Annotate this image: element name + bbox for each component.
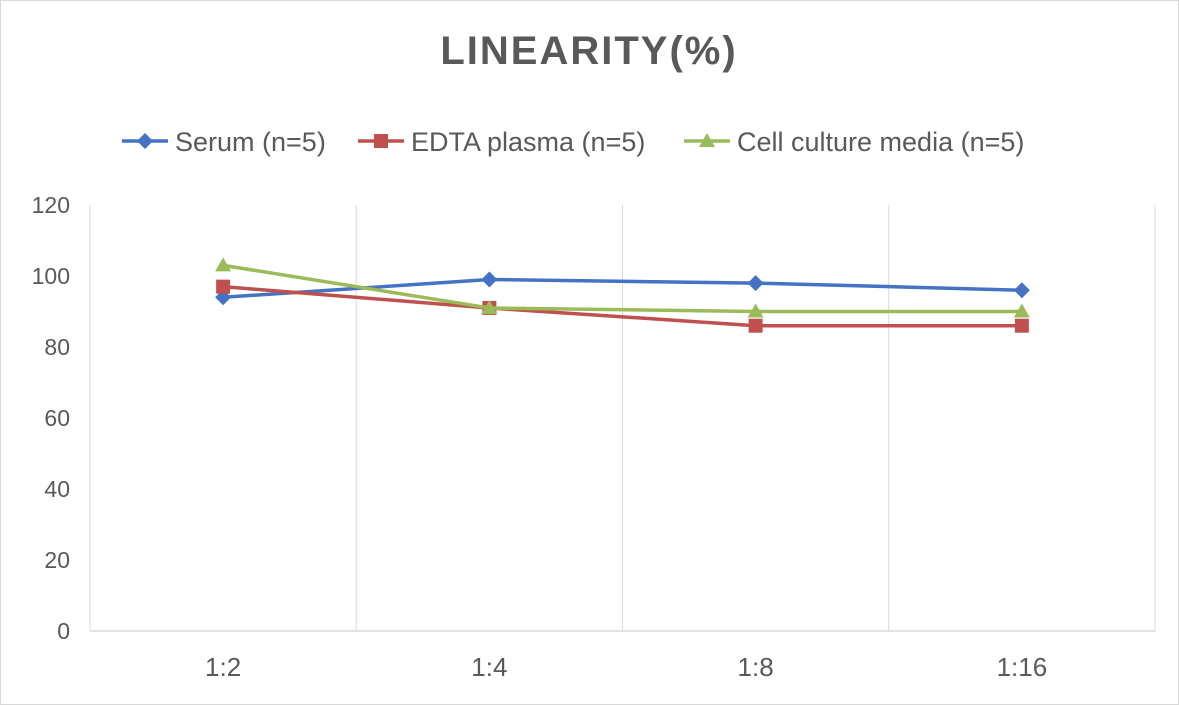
data-point-triangle (747, 303, 764, 318)
x-tick-label: 1:16 (997, 652, 1048, 682)
data-point-square (748, 318, 763, 333)
x-axis: 1:2 1:4 1:8 1:16 (205, 652, 1047, 682)
series-group (215, 257, 1030, 333)
data-point-diamond (747, 275, 764, 292)
series-line (223, 277, 1022, 300)
chart-title: LINEARITY(%) (440, 29, 737, 73)
series-line (222, 284, 1022, 328)
series-line (222, 263, 1022, 314)
y-tick-label: 80 (44, 334, 70, 360)
legend-label: EDTA plasma (n=5) (411, 127, 645, 157)
y-tick-label: 20 (44, 547, 70, 573)
data-point-square (216, 279, 231, 294)
data-point-diamond (481, 271, 498, 288)
data-point-triangle (1013, 303, 1030, 318)
y-tick-label: 120 (32, 192, 70, 218)
x-tick-label: 1:2 (205, 652, 241, 682)
data-point-diamond (1013, 282, 1030, 299)
x-tick-label: 1:4 (471, 652, 507, 682)
data-point-triangle (215, 257, 232, 272)
data-point-square (1014, 318, 1029, 333)
legend-label: Cell culture media (n=5) (737, 127, 1024, 157)
legend-marker-square (374, 134, 388, 148)
x-tick-label: 1:8 (738, 652, 774, 682)
legend-label: Serum (n=5) (175, 127, 326, 157)
y-axis: 0 20 40 60 80 100 120 (32, 192, 70, 644)
legend-item: EDTA plasma (n=5) (358, 127, 645, 157)
y-tick-label: 100 (32, 263, 70, 289)
legend: Serum (n=5) EDTA plasma (n=5) Cell culture… (122, 127, 1024, 157)
legend-item: Cell culture media (n=5) (684, 127, 1024, 157)
y-tick-label: 0 (57, 618, 70, 644)
legend-marker-diamond (137, 133, 153, 149)
series-2 (215, 257, 1030, 318)
y-tick-label: 40 (44, 476, 70, 502)
data-point-triangle (481, 299, 498, 314)
legend-item: Serum (n=5) (122, 127, 326, 157)
legend-marker-triangle (699, 133, 715, 147)
y-tick-label: 60 (44, 405, 70, 431)
gridlines (89, 205, 1156, 632)
